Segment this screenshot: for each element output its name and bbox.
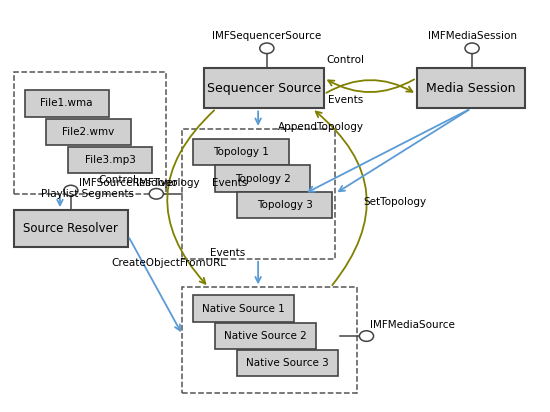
Text: Events: Events — [210, 248, 245, 258]
Text: Control: Control — [98, 175, 136, 185]
Circle shape — [359, 331, 373, 342]
Text: Native Source 3: Native Source 3 — [246, 358, 328, 368]
Text: IMFMediaSource: IMFMediaSource — [370, 320, 455, 330]
Text: IMFSequencerSource: IMFSequencerSource — [212, 31, 321, 41]
Text: SetTopology: SetTopology — [363, 197, 426, 207]
Text: Playlist Segments: Playlist Segments — [41, 189, 134, 199]
Text: Topology 3: Topology 3 — [257, 200, 312, 210]
Text: Sequencer Source: Sequencer Source — [207, 82, 321, 95]
Text: File1.wma: File1.wma — [41, 98, 93, 108]
FancyBboxPatch shape — [14, 210, 128, 247]
FancyBboxPatch shape — [237, 192, 332, 218]
FancyBboxPatch shape — [68, 147, 152, 173]
Text: Native Source 1: Native Source 1 — [202, 304, 285, 314]
Circle shape — [64, 185, 78, 196]
Circle shape — [465, 43, 479, 54]
FancyBboxPatch shape — [237, 350, 338, 376]
Text: Events: Events — [212, 178, 248, 188]
FancyBboxPatch shape — [215, 323, 316, 349]
Text: IMFTopology: IMFTopology — [136, 178, 200, 188]
Text: Native Source 2: Native Source 2 — [224, 331, 307, 341]
Circle shape — [149, 189, 163, 199]
FancyBboxPatch shape — [204, 68, 324, 108]
FancyBboxPatch shape — [25, 90, 109, 117]
FancyBboxPatch shape — [416, 68, 525, 108]
Text: File2.wmv: File2.wmv — [62, 127, 114, 137]
Text: IMFMediaSession: IMFMediaSession — [427, 31, 516, 41]
FancyBboxPatch shape — [194, 139, 289, 165]
Text: File3.mp3: File3.mp3 — [85, 155, 136, 165]
Text: AppendTopology: AppendTopology — [278, 122, 364, 132]
Text: Topology 2: Topology 2 — [235, 173, 291, 184]
Text: IMFSourceResolver: IMFSourceResolver — [79, 178, 177, 188]
FancyBboxPatch shape — [194, 295, 294, 322]
Text: Topology 1: Topology 1 — [213, 147, 269, 157]
Circle shape — [260, 43, 274, 54]
Text: Control: Control — [327, 55, 365, 65]
FancyBboxPatch shape — [215, 165, 310, 192]
FancyBboxPatch shape — [46, 119, 131, 145]
Text: Events: Events — [328, 95, 364, 105]
Text: Media Session: Media Session — [426, 82, 516, 95]
Text: CreateObjectFromURL: CreateObjectFromURL — [112, 258, 227, 268]
Text: Source Resolver: Source Resolver — [24, 222, 118, 235]
